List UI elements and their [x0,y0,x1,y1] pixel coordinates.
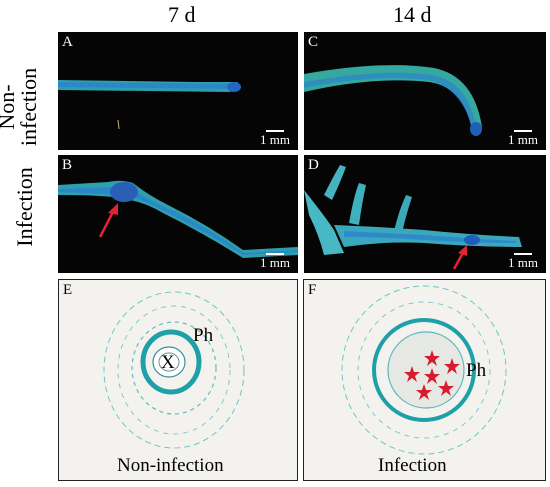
panel-letter-a: A [62,34,73,50]
cross-section-f [341,285,507,455]
label-xylem-e: X [161,352,175,373]
panel-letter-f: F [308,282,317,298]
panel-letter-e: E [63,282,73,298]
panel-letter-c: C [308,34,319,50]
column-label-7d: 7 d [168,2,196,27]
column-label-14d: 14 d [393,2,432,27]
root-image-b [58,180,298,258]
panel-c: C 1 mm [304,32,546,150]
root-image-d [304,165,522,270]
scale-bar-d: 1 mm [508,253,538,270]
row-label-infection: Infection [12,167,37,247]
label-phloem-f: Ph [466,360,487,381]
panel-d: D 1 mm [304,155,546,273]
caption-infection: Infection [378,455,447,476]
panel-b: B 1 mm [58,155,298,273]
label-phloem-e: Ph [193,325,214,346]
panel-a: A 1 mm [58,32,298,150]
root-image-c [304,65,482,136]
panel-e: E Ph X Non-infection [58,279,298,481]
scale-bar-c: 1 mm [508,130,538,147]
caption-non-infection: Non-infection [117,455,224,476]
cross-section-e [103,291,245,449]
panel-letter-d: D [308,157,319,173]
panel-f: F Ph Infection [303,279,546,481]
row-label-non-infection: Non- infection [0,67,41,147]
star-markers [404,350,460,400]
scale-bar-b: 1 mm [260,253,290,270]
scale-bar-a: 1 mm [260,130,290,147]
panel-letter-b: B [62,157,73,173]
root-image-a [58,80,241,130]
